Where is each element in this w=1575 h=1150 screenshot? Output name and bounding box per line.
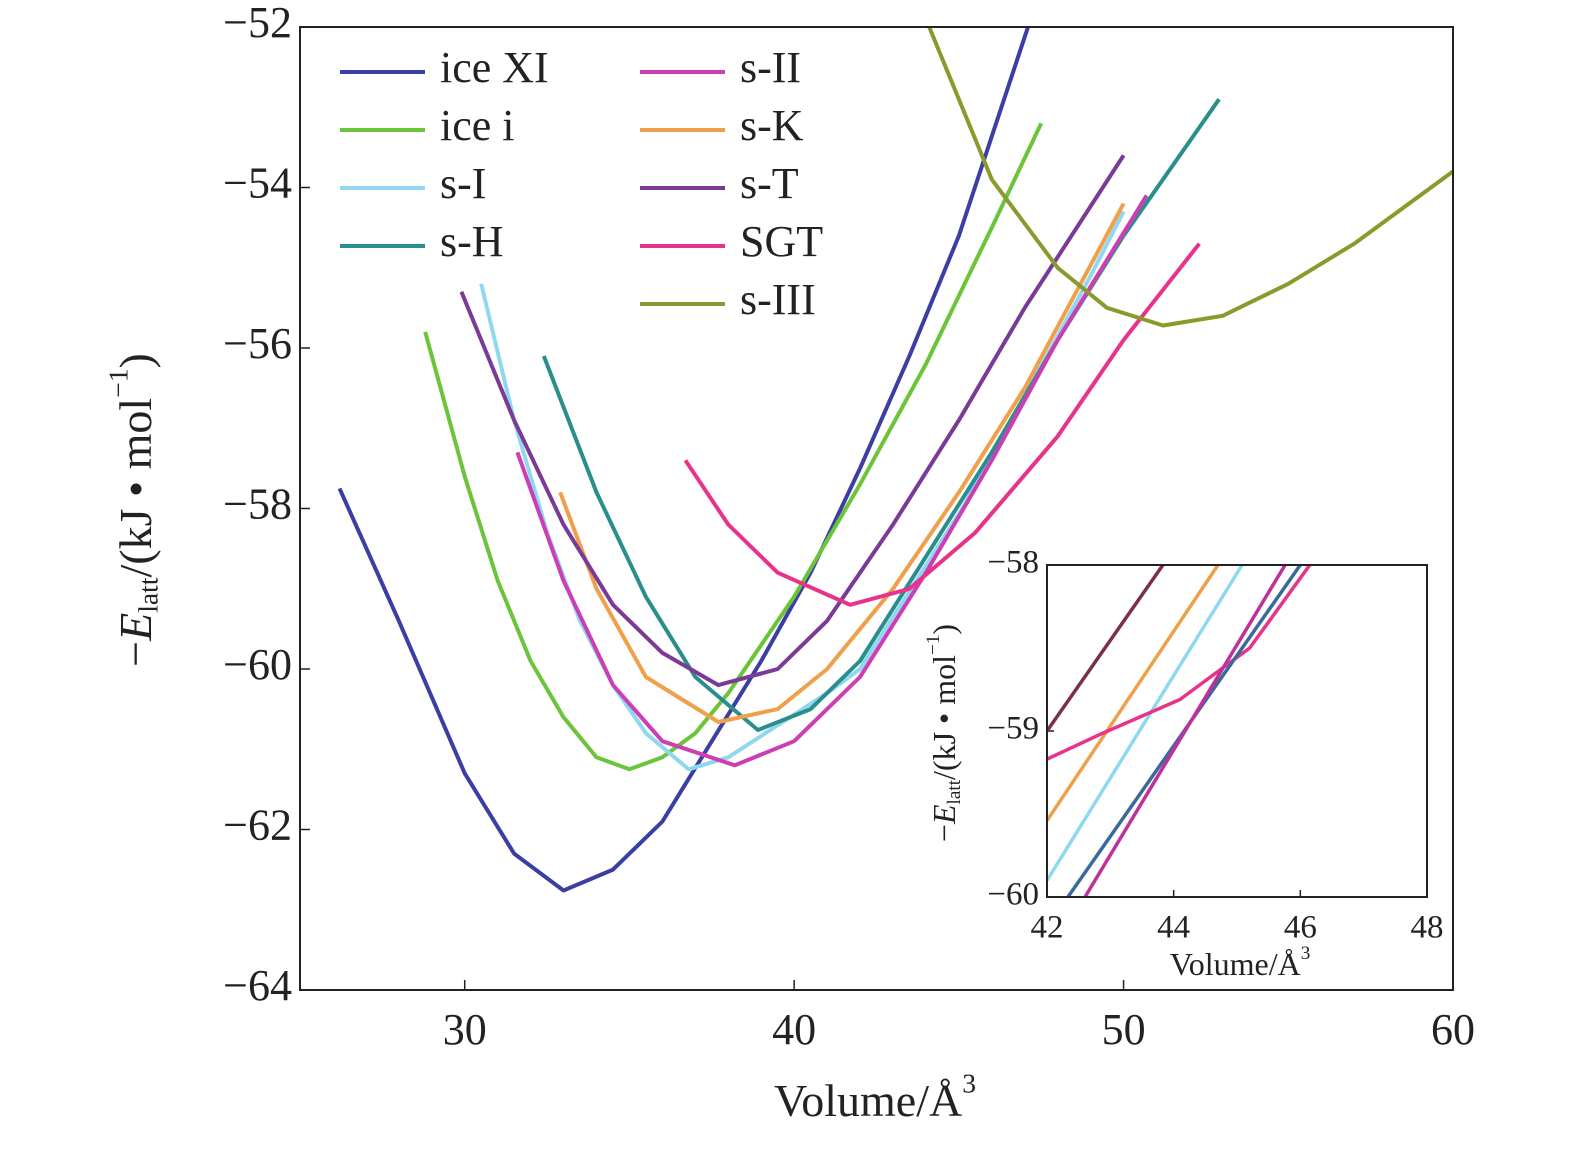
series-line bbox=[337, 27, 1030, 893]
x-axis-label-part: Volume/Å bbox=[1170, 946, 1301, 982]
legend-label: s-III bbox=[740, 275, 816, 324]
legend-label: ice XI bbox=[440, 43, 549, 92]
y-tick-label: −64 bbox=[223, 961, 292, 1010]
legend-label: s-K bbox=[740, 101, 804, 150]
series-line bbox=[558, 202, 1126, 724]
series-line bbox=[1047, 565, 1244, 882]
y-axis-label-part: latt bbox=[944, 779, 965, 804]
y-axis-label-part: /(kJ • mol bbox=[926, 655, 962, 780]
legend-label: s-T bbox=[740, 159, 799, 208]
plot-frame bbox=[299, 26, 1454, 991]
legend-label: s-H bbox=[440, 217, 504, 266]
x-tick-label: 30 bbox=[443, 1005, 487, 1054]
legend-label: s-II bbox=[740, 43, 801, 92]
y-axis-label-part: −1 bbox=[103, 368, 134, 397]
legend-label: s-I bbox=[440, 159, 486, 208]
series-line bbox=[459, 154, 1126, 688]
x-tick-label: 50 bbox=[1102, 1005, 1146, 1054]
x-axis-label-part: 3 bbox=[962, 1068, 976, 1099]
y-tick-label: −59 bbox=[987, 711, 1039, 747]
y-axis-label-part: E bbox=[926, 804, 962, 825]
y-axis-label-part: − bbox=[110, 641, 161, 667]
series-line bbox=[515, 194, 1149, 768]
series-line bbox=[1083, 565, 1287, 897]
legend-label: SGT bbox=[740, 217, 823, 266]
y-axis-label-part: − bbox=[926, 824, 962, 842]
series-line bbox=[1047, 565, 1165, 733]
y-axis-label: −Elatt/(kJ • mol−1) bbox=[103, 353, 164, 667]
x-tick-label: 60 bbox=[1431, 1005, 1475, 1054]
series-line bbox=[927, 27, 1453, 328]
plot-frame bbox=[1046, 564, 1428, 898]
x-axis-label: Volume/Å3 bbox=[774, 1068, 976, 1126]
y-axis-label-part: E bbox=[110, 613, 161, 642]
series-line bbox=[1047, 565, 1220, 822]
y-axis-label-part: ) bbox=[926, 624, 962, 635]
x-tick-label: 44 bbox=[1157, 910, 1190, 946]
y-tick-label: −58 bbox=[223, 480, 292, 529]
y-axis-label-part: /(kJ • mol bbox=[110, 398, 161, 578]
x-axis-label-part: Volume/Å bbox=[774, 1075, 962, 1126]
y-tick-label: −54 bbox=[223, 159, 292, 208]
y-tick-label: −56 bbox=[223, 319, 292, 368]
series-line bbox=[1047, 565, 1312, 761]
legend-label: ice i bbox=[440, 101, 515, 150]
y-tick-label: −52 bbox=[223, 0, 292, 47]
series-line bbox=[423, 122, 1044, 772]
y-axis-label-part: latt bbox=[133, 577, 164, 613]
x-tick-label: 42 bbox=[1031, 910, 1064, 946]
x-tick-label: 48 bbox=[1411, 910, 1444, 946]
x-tick-label: 40 bbox=[772, 1005, 816, 1054]
x-axis-label-part: 3 bbox=[1301, 944, 1311, 965]
x-axis-label: Volume/Å3 bbox=[1170, 944, 1311, 983]
y-axis-label-part: ) bbox=[110, 353, 161, 368]
y-tick-label: −60 bbox=[223, 640, 292, 689]
y-axis-label: −Elatt/(kJ • mol−1) bbox=[924, 624, 966, 842]
y-tick-label: −62 bbox=[223, 801, 292, 850]
y-tick-label: −58 bbox=[987, 545, 1039, 581]
x-tick-label: 46 bbox=[1284, 910, 1317, 946]
y-axis-label-part: −1 bbox=[924, 635, 945, 655]
series-line bbox=[683, 242, 1201, 607]
y-tick-label: −60 bbox=[987, 877, 1039, 913]
